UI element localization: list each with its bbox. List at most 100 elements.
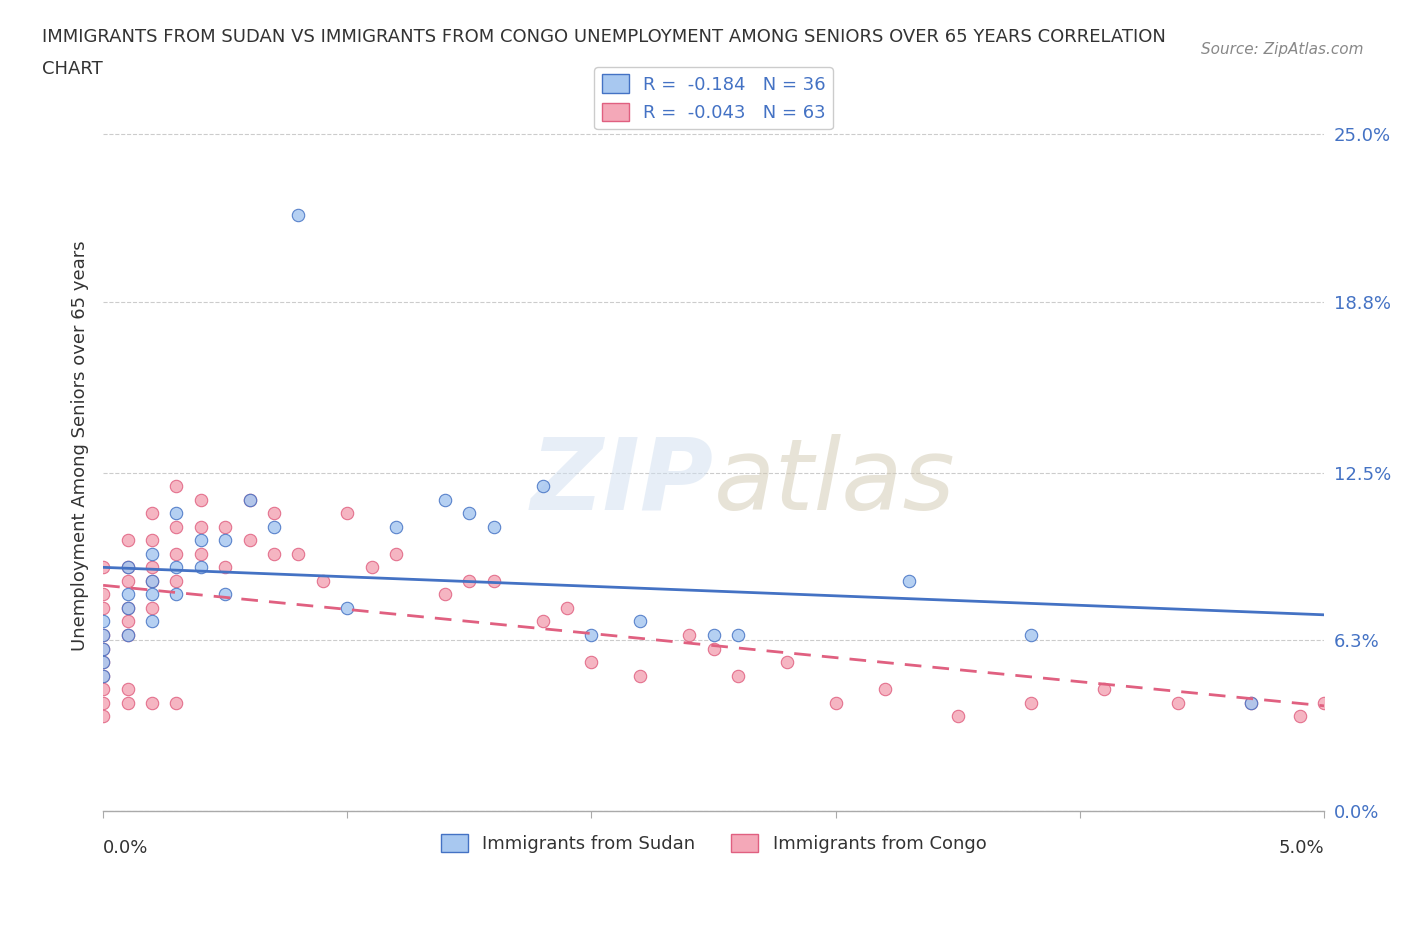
Point xyxy=(482,519,505,534)
Text: IMMIGRANTS FROM SUDAN VS IMMIGRANTS FROM CONGO UNEMPLOYMENT AMONG SENIORS OVER 6: IMMIGRANTS FROM SUDAN VS IMMIGRANTS FROM… xyxy=(42,28,1166,46)
Point xyxy=(165,574,187,589)
Point xyxy=(336,601,359,616)
Y-axis label: Unemployment Among Seniors over 65 years: Unemployment Among Seniors over 65 years xyxy=(72,240,89,651)
Point xyxy=(239,533,262,548)
Point xyxy=(117,601,139,616)
Point xyxy=(458,506,481,521)
Point xyxy=(141,614,163,629)
Point xyxy=(214,533,236,548)
Point xyxy=(91,560,114,575)
Point xyxy=(141,587,163,602)
Point xyxy=(287,546,309,561)
Point xyxy=(214,519,236,534)
Point xyxy=(117,696,139,711)
Point xyxy=(165,546,187,561)
Point xyxy=(117,560,139,575)
Point xyxy=(91,614,114,629)
Text: CHART: CHART xyxy=(42,60,103,78)
Point xyxy=(165,479,187,494)
Point xyxy=(703,641,725,656)
Point xyxy=(385,519,408,534)
Point xyxy=(190,533,212,548)
Point xyxy=(531,479,554,494)
Point xyxy=(1240,696,1263,711)
Point xyxy=(1092,682,1115,697)
Point xyxy=(214,560,236,575)
Point xyxy=(117,614,139,629)
Point xyxy=(141,506,163,521)
Point xyxy=(628,614,651,629)
Point xyxy=(91,628,114,643)
Point xyxy=(555,601,578,616)
Point xyxy=(727,628,749,643)
Point xyxy=(190,492,212,507)
Point xyxy=(1166,696,1188,711)
Point xyxy=(165,519,187,534)
Point xyxy=(897,574,920,589)
Point xyxy=(141,696,163,711)
Point xyxy=(91,641,114,656)
Point xyxy=(873,682,896,697)
Point xyxy=(628,668,651,683)
Point xyxy=(385,546,408,561)
Point xyxy=(91,587,114,602)
Point xyxy=(727,668,749,683)
Point xyxy=(239,492,262,507)
Text: 5.0%: 5.0% xyxy=(1278,839,1324,857)
Point xyxy=(165,560,187,575)
Point xyxy=(141,533,163,548)
Point xyxy=(433,587,456,602)
Point xyxy=(263,546,285,561)
Point xyxy=(117,587,139,602)
Point xyxy=(117,574,139,589)
Point xyxy=(141,560,163,575)
Point xyxy=(1288,709,1310,724)
Point xyxy=(458,574,481,589)
Point xyxy=(312,574,335,589)
Point xyxy=(263,519,285,534)
Point xyxy=(91,682,114,697)
Point xyxy=(91,709,114,724)
Text: atlas: atlas xyxy=(714,433,955,530)
Point xyxy=(776,655,799,670)
Point xyxy=(117,628,139,643)
Point xyxy=(91,628,114,643)
Point xyxy=(336,506,359,521)
Point xyxy=(141,546,163,561)
Point xyxy=(190,546,212,561)
Point xyxy=(1240,696,1263,711)
Point xyxy=(91,696,114,711)
Point xyxy=(239,492,262,507)
Point xyxy=(117,533,139,548)
Point xyxy=(91,601,114,616)
Text: 0.0%: 0.0% xyxy=(103,839,149,857)
Legend: Immigrants from Sudan, Immigrants from Congo: Immigrants from Sudan, Immigrants from C… xyxy=(433,827,994,860)
Point xyxy=(360,560,382,575)
Point xyxy=(581,655,603,670)
Point xyxy=(190,560,212,575)
Point xyxy=(1019,696,1042,711)
Point xyxy=(263,506,285,521)
Point xyxy=(141,574,163,589)
Point xyxy=(824,696,846,711)
Point xyxy=(482,574,505,589)
Point xyxy=(581,628,603,643)
Point xyxy=(703,628,725,643)
Point xyxy=(141,601,163,616)
Point xyxy=(91,641,114,656)
Point xyxy=(117,628,139,643)
Point xyxy=(287,208,309,223)
Text: Source: ZipAtlas.com: Source: ZipAtlas.com xyxy=(1201,42,1364,57)
Point xyxy=(91,668,114,683)
Point xyxy=(190,519,212,534)
Point xyxy=(141,574,163,589)
Point xyxy=(91,668,114,683)
Point xyxy=(117,682,139,697)
Point xyxy=(1019,628,1042,643)
Text: ZIP: ZIP xyxy=(530,433,714,530)
Point xyxy=(678,628,700,643)
Point xyxy=(91,655,114,670)
Point xyxy=(117,560,139,575)
Point xyxy=(165,587,187,602)
Point xyxy=(946,709,969,724)
